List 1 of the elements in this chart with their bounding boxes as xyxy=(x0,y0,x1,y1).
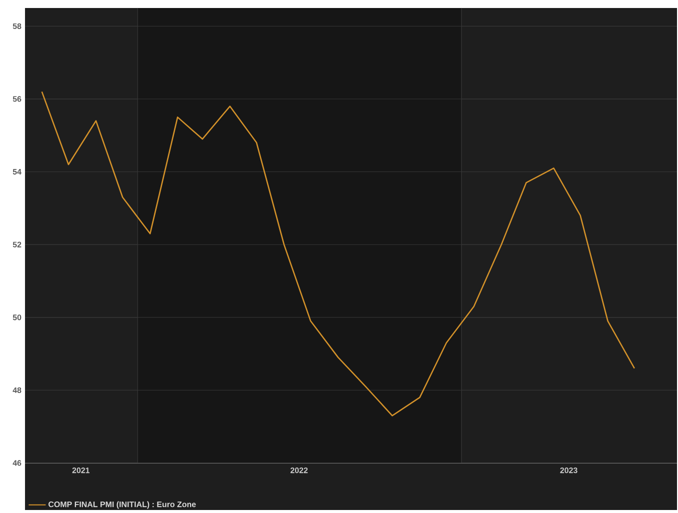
line-series xyxy=(41,91,636,417)
